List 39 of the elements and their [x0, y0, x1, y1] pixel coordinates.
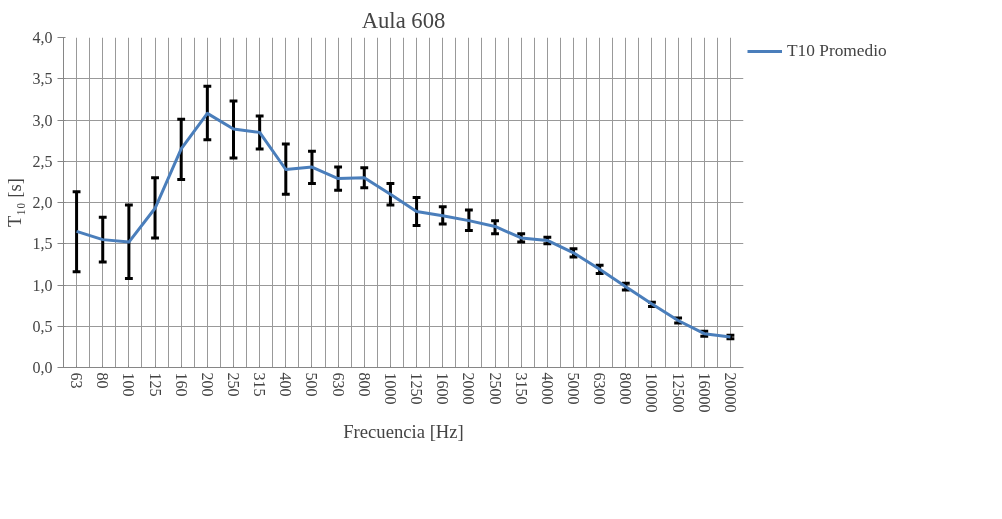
x-tick-label: 4000 — [538, 372, 556, 405]
x-tick-label: 160 — [172, 372, 190, 397]
x-tick-label: 250 — [225, 372, 242, 397]
x-tick-label: 630 — [329, 372, 347, 397]
x-axis-title: Frecuencia [Hz] — [343, 420, 464, 442]
x-tick-label: 200 — [198, 372, 216, 397]
y-tick-label: 3,5 — [32, 70, 53, 88]
x-tick-label: 80 — [94, 372, 112, 389]
y-tick-label: 0,5 — [32, 317, 53, 335]
x-tick-label: 400 — [277, 372, 295, 397]
x-tick-label: 12500 — [669, 372, 687, 413]
x-tick-label: 100 — [120, 372, 138, 397]
x-tick-label: 2500 — [486, 372, 504, 405]
chart-title: Aula 608 — [361, 7, 446, 33]
x-tick-label: 1000 — [381, 372, 399, 405]
y-tick-label: 1,5 — [32, 235, 53, 253]
x-tick-label: 6300 — [591, 372, 609, 405]
y-tick-label: 1,0 — [32, 276, 53, 294]
x-tick-label: 2000 — [460, 372, 478, 405]
x-tick-label: 16000 — [695, 372, 713, 413]
y-tick-label: 3,0 — [32, 111, 53, 129]
y-tick-label: 4,0 — [32, 29, 53, 46]
y-tick-label: 2,5 — [32, 152, 53, 170]
legend-label: T10 Promedio — [787, 41, 887, 61]
y-tick-label: 0,0 — [32, 359, 53, 376]
x-tick-label: 315 — [251, 372, 269, 397]
x-tick-label: 500 — [303, 372, 321, 397]
x-tick-label: 8000 — [617, 372, 635, 405]
x-tick-label: 10000 — [643, 372, 661, 413]
x-tick-label: 20000 — [721, 372, 739, 413]
x-tick-label: 800 — [355, 372, 373, 397]
y-axis-title: T₁₀ [s] — [3, 178, 25, 227]
x-tick-label: 3150 — [512, 372, 530, 405]
x-tick-label: 1250 — [408, 372, 426, 405]
x-tick-label: 5000 — [565, 372, 582, 405]
x-tick-label: 63 — [68, 372, 86, 389]
y-tick-label: 2,0 — [32, 194, 53, 211]
x-tick-label: 125 — [146, 372, 164, 397]
x-tick-label: 1600 — [434, 372, 452, 405]
